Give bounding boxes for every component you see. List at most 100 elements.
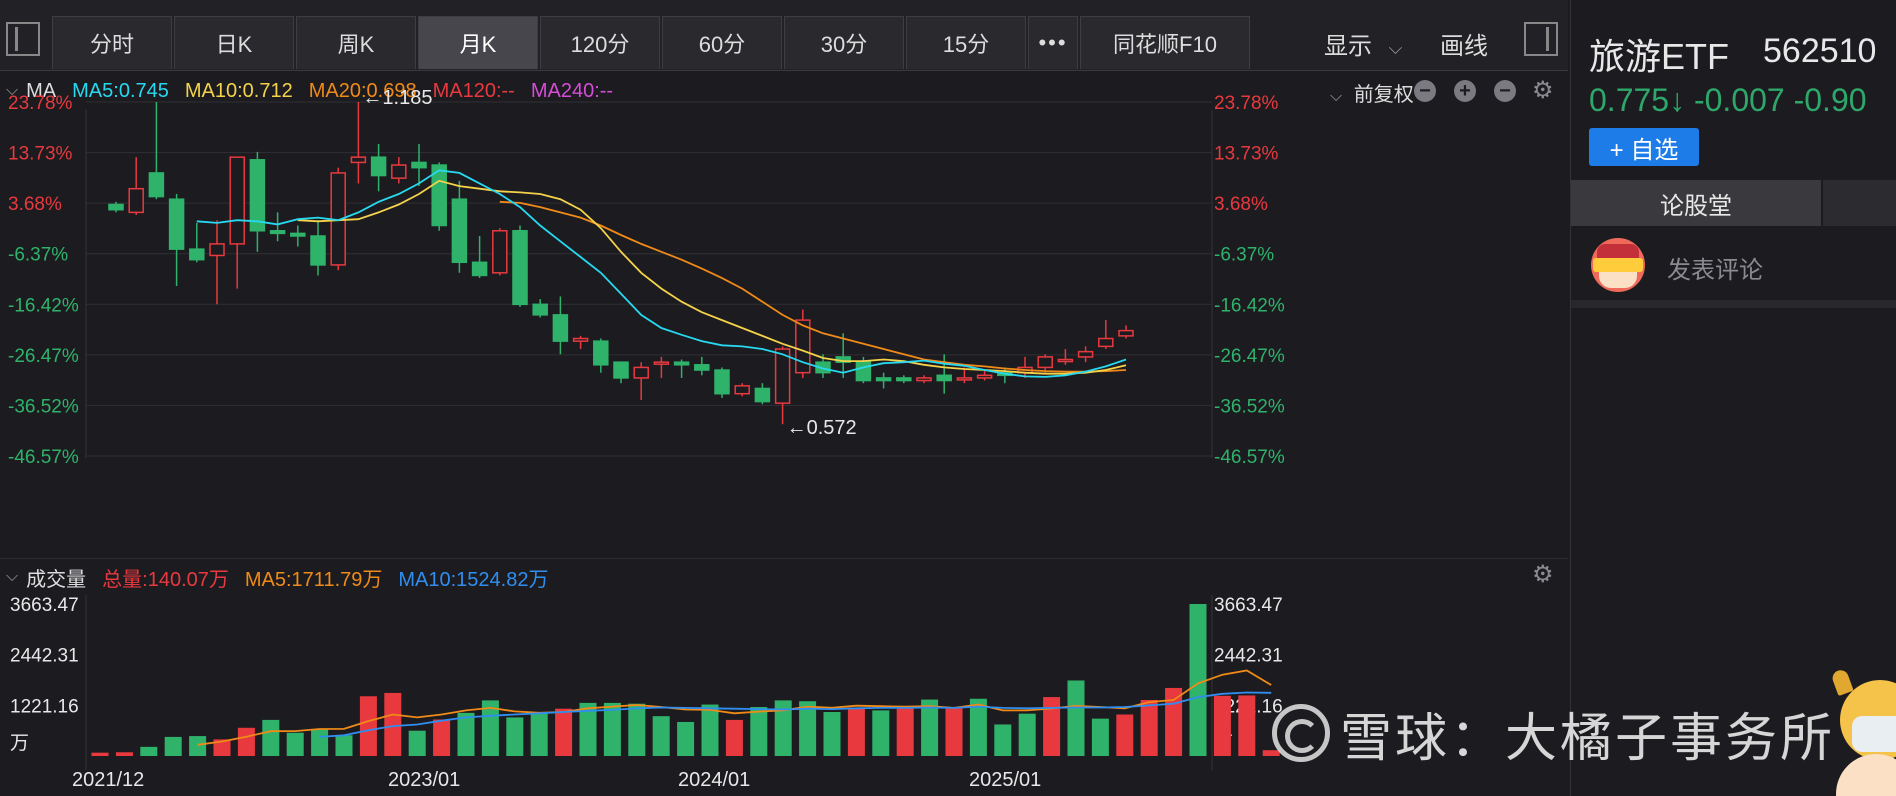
volume-bar (1140, 699, 1158, 756)
candlestick-chart[interactable]: 23.78% 23.78%13.73% 13.73%3.68% 3.68%-6.37%… (0, 0, 1568, 796)
candle-body (168, 198, 185, 250)
x-tick-label: 2021/12 (72, 769, 144, 791)
remove-indicator-icon[interactable]: − (1494, 80, 1516, 102)
volume-ma10: MA10:1524.82万 (398, 568, 549, 591)
volume-tick-left: 2442.31 (10, 646, 79, 667)
candle-body (956, 377, 973, 381)
candle-body (694, 364, 710, 371)
volume-bar (506, 717, 524, 756)
zoom-in-icon[interactable]: + (1454, 80, 1476, 102)
candle-body (189, 248, 205, 261)
volume-bar (823, 712, 841, 756)
volume-ma5: MA5:1711.79万 (244, 568, 383, 591)
candle-body (310, 235, 326, 266)
x-tick-label: 2024/01 (678, 769, 750, 791)
chevron-down-icon[interactable]: ⌵ (6, 82, 19, 99)
ma10-value: MA10:0.712 (184, 79, 293, 102)
draw-lines-button[interactable]: 画线 (1440, 33, 1488, 60)
candle-body (875, 377, 892, 382)
display-label: 显示 (1324, 33, 1372, 60)
period-tabs: 分时 日K 周K 月K 120分 60分 30分 15分 ••• 同花顺F10 (52, 16, 1252, 70)
volume-bar (530, 712, 548, 756)
divider (1571, 300, 1896, 308)
tab-9[interactable]: 同花顺F10 (1080, 16, 1250, 69)
volume-bar (945, 707, 963, 756)
xueqiu-logo-icon (1272, 704, 1330, 762)
candle-body (108, 203, 124, 211)
chevron-down-icon[interactable]: ⌵ (6, 568, 19, 585)
volume-bar (921, 699, 939, 756)
candle-body (855, 361, 872, 382)
candle-body (633, 366, 649, 379)
adjust-mode-select[interactable]: ⌵ 前复权 (1330, 78, 1414, 107)
volume-ma5-line (197, 669, 1272, 746)
candle-body (128, 187, 144, 214)
candle-body (269, 230, 286, 235)
tab-6[interactable]: 30分 (784, 16, 904, 69)
tab-4[interactable]: 120分 (540, 16, 660, 69)
tab-discussion[interactable]: 论股堂 (1571, 180, 1821, 226)
mascot-image (1832, 670, 1896, 796)
y-tick-right: -36.52% (1214, 396, 1285, 417)
volume-bar (213, 739, 231, 756)
candle-body (370, 156, 387, 177)
candle-body (532, 303, 548, 316)
y-tick-left: -6.37% (8, 245, 68, 266)
volume-bar (1018, 713, 1036, 756)
candle-body (1017, 366, 1033, 374)
zoom-out-icon[interactable]: − (1414, 80, 1436, 102)
ma10-line (297, 179, 1127, 375)
volume-bar (481, 700, 499, 756)
volume-legend-bar: ⌵ 成交量 总量:140.07万 MA5:1711.79万 MA10:1524.… (0, 558, 1568, 595)
comment-placeholder[interactable]: 发表评论 (1667, 257, 1763, 284)
collapse-right-panel-button[interactable] (1524, 22, 1558, 56)
y-tick-left: -16.42% (8, 295, 79, 316)
volume-bar (701, 704, 719, 756)
volume-bar (115, 752, 133, 756)
stock-name: 旅游ETF (1589, 36, 1729, 77)
volume-bar (774, 700, 792, 756)
candle-body (997, 371, 1013, 377)
tab-1[interactable]: 日K (174, 16, 294, 69)
candle-body (916, 377, 932, 382)
tab-2[interactable]: 周K (296, 16, 416, 69)
tab-0[interactable]: 分时 (52, 16, 172, 69)
candle-body (1057, 358, 1074, 363)
candle-body (249, 159, 266, 232)
candle-body (471, 261, 488, 277)
candle-body (1118, 329, 1134, 337)
tab-secondary[interactable] (1823, 180, 1896, 226)
comment-composer[interactable]: 发表评论 (1591, 238, 1881, 298)
tab-8[interactable]: ••• (1028, 16, 1078, 69)
volume-bar (1116, 714, 1134, 756)
y-tick-right: 13.73% (1214, 144, 1279, 165)
volume-title[interactable]: 成交量 (26, 568, 87, 591)
tab-7[interactable]: 15分 (906, 16, 1026, 69)
volume-tick-right: 3663.47 (1214, 595, 1283, 616)
candle-body (391, 164, 407, 179)
volume-bar (1067, 680, 1085, 756)
candle-body (673, 361, 690, 366)
candle-body (714, 369, 730, 395)
ma120-value: MA120:-- (432, 79, 515, 102)
candle-body (290, 232, 306, 237)
candle-body (492, 230, 508, 274)
ma-title[interactable]: MA (26, 79, 57, 102)
candle-body (148, 172, 165, 198)
add-watchlist-button[interactable]: + 自选 (1589, 128, 1699, 166)
y-tick-left: -46.57% (8, 447, 79, 468)
gear-icon[interactable]: ⚙ (1532, 77, 1554, 104)
y-tick-left: 3.68% (8, 194, 62, 215)
tab-5[interactable]: 60分 (662, 16, 782, 69)
collapse-left-panel-button[interactable] (6, 22, 40, 56)
display-menu-button[interactable]: 显示 ⌵ (1324, 26, 1402, 61)
candle-body (209, 243, 225, 257)
tab-3[interactable]: 月K (418, 16, 538, 69)
gear-icon[interactable]: ⚙ (1532, 561, 1554, 588)
ma5-value: MA5:0.745 (72, 79, 169, 102)
volume-tick-left: 1221.16 (10, 696, 79, 717)
volume-tick-left: 3663.47 (10, 595, 79, 616)
chevron-down-icon: ⌵ (1330, 88, 1343, 105)
volume-bar (677, 721, 695, 756)
